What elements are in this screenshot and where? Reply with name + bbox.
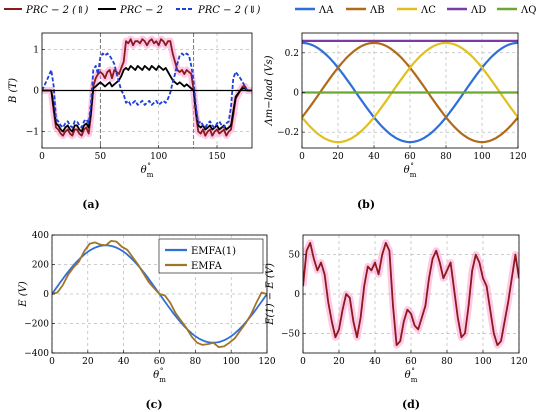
series-group xyxy=(303,239,519,349)
y-tick-label: 0 xyxy=(293,88,299,98)
series-line-PRC − 2 (⇑) xyxy=(42,38,252,137)
x-axis-label: θm° xyxy=(404,162,417,179)
x-tick-label: 40 xyxy=(118,357,130,367)
legend-label: ΛC xyxy=(420,5,436,16)
panel-a: 0 50 100 150 −1 0 1 θm° B (T) (a) xyxy=(8,32,253,211)
y-tick-label: 400 xyxy=(32,231,49,241)
x-tick-label: 0 xyxy=(300,357,306,367)
legend-label: PRC − 2 (⇓) xyxy=(197,5,260,16)
x-axis-label: θm° xyxy=(141,162,154,179)
x-tick-label: 0 xyxy=(299,152,305,162)
y-tick-label: 0 xyxy=(294,290,300,300)
x-axis-label: θm° xyxy=(153,367,166,384)
legend-label: ΛD xyxy=(470,5,486,16)
legend-label: ΛB xyxy=(369,5,385,16)
legend-panel-b: ΛA ΛB ΛC ΛD ΛQ xyxy=(295,5,536,16)
x-tick-label: 0 xyxy=(49,357,55,367)
x-tick-label: 60 xyxy=(404,152,416,162)
panel-label: (d) xyxy=(402,398,420,411)
panel-d: 0 20 40 60 80 100 120 −50 0 50 θm° E(1) − E (V) (d) xyxy=(265,234,528,411)
y-axis-label: E (V) xyxy=(18,281,29,308)
legend-label: PRC − 2 xyxy=(119,5,163,16)
x-tick-label: 100 xyxy=(473,152,490,162)
y-tick-label: 0 xyxy=(33,87,39,97)
x-tick-label: 100 xyxy=(474,357,491,367)
panel-label: (c) xyxy=(145,398,162,411)
x-tick-label: 60 xyxy=(405,357,417,367)
x-tick-label: 60 xyxy=(154,357,166,367)
x-tick-label: 120 xyxy=(258,357,275,367)
legend-label: EMFA xyxy=(191,261,223,272)
x-tick-label: 80 xyxy=(440,152,452,162)
x-tick-label: 40 xyxy=(368,152,380,162)
x-tick-label: 20 xyxy=(82,357,94,367)
x-tick-label: 100 xyxy=(223,357,240,367)
panel-label: (b) xyxy=(357,198,375,211)
y-tick-label: −400 xyxy=(24,349,49,359)
y-tick-label: −200 xyxy=(24,320,49,330)
y-tick-label: −0.2 xyxy=(277,128,299,138)
x-tick-label: 0 xyxy=(39,152,45,162)
y-axis-label: E(1) − E (V) xyxy=(265,263,276,326)
y-tick-label: 50 xyxy=(289,251,301,261)
legend-label: ΛA xyxy=(318,5,334,16)
series-line-PRC − 2 xyxy=(42,65,252,133)
x-tick-label: 50 xyxy=(95,152,107,162)
series-line-ΛC xyxy=(302,41,518,144)
y-tick-label: 200 xyxy=(32,261,49,271)
x-tick-label: 120 xyxy=(510,357,527,367)
legend-box xyxy=(158,238,264,274)
panel-c: 0 20 40 60 80 100 120 −400 −200 0 200 400 θm° E (V) (c… xyxy=(18,231,276,411)
series-group xyxy=(52,240,267,348)
legend-label: EMFA(1) xyxy=(191,246,236,257)
y-axis-label: B (T) xyxy=(8,78,19,104)
x-tick-label: 100 xyxy=(150,152,167,162)
legend-panel-a: PRC − 2 (⇑) PRC − 2 PRC − 2 (⇓) xyxy=(4,5,260,16)
y-tick-label: 1 xyxy=(33,45,39,55)
legend-panel-c: EMFA(1) EMFA xyxy=(158,238,264,274)
envelope-band xyxy=(42,35,252,140)
y-axis-label: Λm−load (Vs) xyxy=(264,55,275,126)
x-tick-label: 150 xyxy=(208,152,225,162)
series-line-E(1) − E xyxy=(303,242,519,346)
x-tick-label: 20 xyxy=(332,152,344,162)
x-tick-label: 80 xyxy=(441,357,453,367)
panel-b: 0 20 40 60 80 100 120 −0.2 0 0.2 θm° Λm−load (Vs) (b… xyxy=(264,32,527,211)
legend-label: PRC − 2 (⇑) xyxy=(25,5,88,16)
x-tick-label: 40 xyxy=(369,357,381,367)
series-line-PRC − 2 (⇓) xyxy=(42,52,252,129)
legend-label: ΛQ xyxy=(520,5,536,16)
panel-label: (a) xyxy=(82,198,100,211)
y-tick-label: 0 xyxy=(43,290,49,300)
y-tick-label: 0.2 xyxy=(285,49,299,59)
x-axis-label: θm° xyxy=(405,367,418,384)
x-tick-label: 120 xyxy=(509,152,526,162)
x-tick-label: 80 xyxy=(190,357,202,367)
x-tick-label: 20 xyxy=(333,357,345,367)
series-group xyxy=(302,39,518,144)
series-line-EMFA xyxy=(52,240,267,348)
series-group xyxy=(42,35,252,140)
y-tick-label: −1 xyxy=(26,128,39,138)
y-tick-label: −50 xyxy=(281,329,300,339)
plots: 0 50 100 150 −1 0 1 θm° B (T) (a) 0 20 40 60 80 100 120 −… xyxy=(8,32,528,411)
